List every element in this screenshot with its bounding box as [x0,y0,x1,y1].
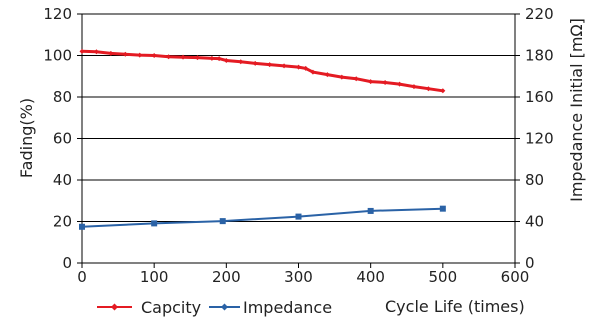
y-axis-left-label: Fading(%) [17,98,36,178]
capcity-point [180,54,186,60]
y-left-tick-label: 80 [53,88,72,106]
capcity-point [238,59,244,65]
impedance-point [151,220,158,227]
legend-capacity-marker [111,303,118,311]
legend-impedance-label: Impedance [243,298,332,317]
capcity-series-line [81,49,444,93]
x-tick-label: 0 [77,268,87,286]
y-axis-right-label: Impedance Initial [mΩ] [567,18,586,202]
y-left-tick-label: 100 [43,47,72,65]
capcity-point [252,60,258,66]
legend: Capcity Impedance [97,298,332,317]
x-axis-label: Cycle Life (times) [385,297,525,316]
y-right-tick-label: 180 [525,47,554,65]
impedance-point [79,223,85,230]
capcity-point [425,86,431,92]
y-left-tick-label: 120 [43,5,72,23]
y-left-tick-label: 20 [53,213,72,231]
capcity-point [339,74,345,80]
x-axis-ticks: 0 100 200 300 400 500 600 [77,263,529,286]
grid-lines [82,55,515,222]
capcity-point [281,63,287,69]
capcity-point [368,79,374,85]
impedance-point [367,207,374,214]
capcity-point [353,76,359,82]
capcity-point [108,50,114,56]
x-tick-label: 300 [284,268,313,286]
impedance-point [219,218,226,225]
x-tick-label: 400 [356,268,385,286]
capcity-point [411,84,417,90]
capcity-point [324,72,330,78]
x-tick-label: 100 [140,268,169,286]
y-right-tick-label: 0 [525,254,535,272]
capcity-point [209,55,215,61]
capcity-point [440,88,446,94]
y-left-tick-label: 60 [53,130,72,148]
x-tick-label: 500 [429,268,458,286]
capcity-point [296,64,301,70]
capcity-point [122,51,128,57]
capcity-point [303,65,309,71]
legend-impedance-marker [221,303,228,311]
capcity-point [310,69,316,75]
impedance-series-line [81,207,443,228]
x-tick-label: 200 [212,268,241,286]
capcity-point [397,81,403,87]
capcity-point [216,56,222,62]
series-layer [79,48,446,230]
capcity-point [93,49,99,55]
y-right-tick-label: 80 [525,171,544,189]
impedance-point [295,213,302,220]
y-right-tick-label: 120 [525,130,554,148]
capcity-point [166,54,172,60]
y-right-tick-label: 40 [525,213,544,231]
impedance-point [439,205,446,212]
capcity-point [194,55,200,61]
right-y-axis-ticks: 0 40 80 120 160 180 220 [515,5,554,272]
x-tick-label: 600 [501,268,530,286]
y-left-tick-label: 0 [62,254,72,272]
y-right-tick-label: 160 [525,88,554,106]
capcity-point [137,52,143,58]
y-left-tick-label: 40 [53,171,72,189]
capcity-point [382,79,388,85]
capcity-point [79,48,85,54]
capcity-point [223,57,229,63]
legend-capacity-label: Capcity [141,298,201,317]
capcity-point [267,62,273,68]
left-y-axis-ticks: 0 20 40 60 80 100 120 [43,5,82,272]
y-right-tick-label: 220 [525,5,554,23]
capcity-point [151,53,157,58]
